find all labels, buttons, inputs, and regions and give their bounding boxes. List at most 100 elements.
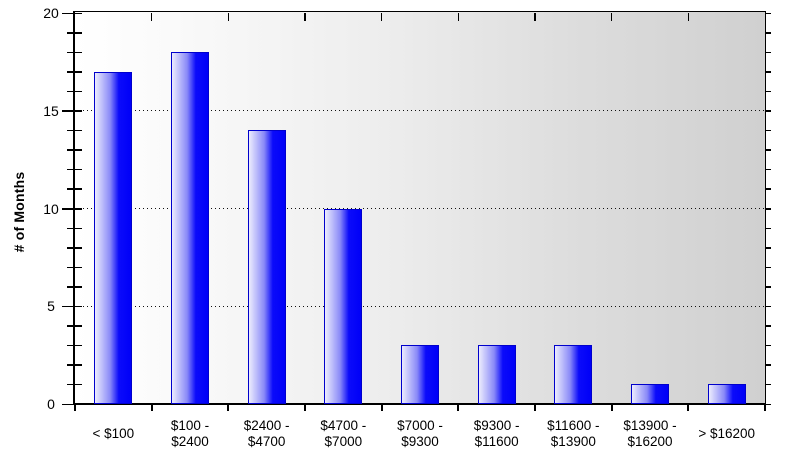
top-tick (687, 13, 690, 21)
right-tick (765, 12, 771, 14)
y-tick-label: 5 (47, 298, 55, 315)
y-major-tick (62, 208, 82, 210)
x-tick (74, 404, 76, 411)
bar (401, 345, 439, 404)
right-tick (765, 305, 771, 308)
x-tick (304, 404, 306, 411)
right-tick (765, 168, 771, 171)
y-minor-tick (67, 71, 82, 73)
y-minor-tick (67, 227, 82, 230)
top-tick (534, 13, 536, 21)
x-tick-label-line: $11600 (474, 434, 519, 449)
right-tick (765, 110, 771, 112)
x-tick-label: < $100 (67, 411, 159, 457)
right-tick (765, 383, 771, 386)
x-tick-label-line: $13900 - (623, 418, 677, 433)
x-tick-label-line: > $16200 (698, 426, 755, 441)
y-minor-tick (67, 383, 82, 386)
right-tick (765, 129, 771, 132)
gridline (75, 110, 765, 112)
right-tick (765, 71, 771, 73)
x-tick-label-line: $7000 (324, 434, 363, 449)
x-tick-label: $9300 - $11600 (451, 411, 543, 457)
x-tick (227, 404, 230, 411)
x-tick (150, 404, 153, 411)
x-tick (380, 404, 383, 411)
right-tick (765, 364, 771, 366)
gridline (75, 208, 765, 209)
right-tick (765, 344, 771, 347)
bar (94, 71, 133, 404)
x-tick-label: > $16200 (681, 411, 773, 457)
y-minor-tick (67, 149, 82, 151)
y-major-tick (62, 305, 82, 308)
right-tick (765, 188, 771, 190)
x-tick-label: $2400 - $4700 (221, 411, 313, 457)
x-tick (610, 404, 613, 411)
right-tick (765, 227, 771, 230)
y-minor-tick (67, 129, 82, 132)
right-tick (765, 149, 771, 151)
right-tick (765, 403, 771, 405)
right-tick (765, 325, 771, 327)
y-minor-tick (67, 266, 82, 269)
right-tick (765, 247, 771, 249)
x-tick-label: $7000 - $9300 (374, 411, 466, 457)
y-minor-tick (67, 32, 82, 34)
x-tick (457, 404, 460, 411)
x-tick-label-line: $11600 - (547, 418, 600, 433)
y-tick-label: 20 (43, 5, 59, 21)
x-tick-label-line: $9300 - (473, 418, 520, 433)
x-tick-label-line: $100 - (170, 418, 210, 433)
y-minor-tick (67, 286, 82, 288)
bar (707, 384, 746, 404)
x-tick-label-line: $13900 (550, 434, 596, 449)
bar (631, 384, 669, 404)
right-tick (765, 90, 771, 93)
x-tick-label-line: $4700 - (320, 418, 367, 433)
y-minor-tick (67, 168, 82, 171)
x-tick (764, 404, 766, 411)
right-tick (765, 266, 771, 269)
y-minor-tick (67, 188, 82, 190)
x-tick-label: $11600 - $13900 (527, 411, 619, 457)
right-tick (765, 32, 771, 34)
y-major-tick (62, 110, 82, 112)
y-tick-label: 15 (43, 102, 59, 119)
right-tick (765, 51, 771, 54)
bar (171, 52, 209, 404)
y-minor-tick (67, 364, 82, 366)
bar (324, 208, 363, 404)
top-tick (610, 13, 613, 21)
bar (554, 345, 593, 404)
top-tick (304, 13, 306, 21)
right-tick (765, 286, 771, 288)
x-tick-label-line: $4700 (247, 434, 286, 449)
y-minor-tick (67, 51, 82, 54)
top-tick (150, 13, 153, 21)
y-axis-title: # of Months (11, 171, 27, 253)
y-minor-tick (67, 344, 82, 347)
y-tick-label: 10 (43, 200, 59, 217)
y-major-tick (62, 12, 82, 14)
right-tick (765, 208, 771, 210)
bar (247, 130, 286, 404)
y-major-tick (62, 403, 82, 405)
x-tick (687, 404, 690, 411)
x-tick-label-line: < $100 (92, 426, 135, 441)
y-minor-tick (67, 90, 82, 93)
x-tick-label: $4700 - $7000 (297, 411, 389, 457)
gridline (75, 305, 765, 307)
x-tick-label: $100 - $2400 (144, 411, 236, 457)
x-tick-label: $13900 - $16200 (604, 411, 696, 457)
y-minor-tick (67, 325, 82, 327)
bar (477, 345, 516, 404)
x-tick-label-line: $2400 (171, 434, 209, 449)
y-minor-tick (67, 247, 82, 249)
x-tick-label-line: $7000 - (397, 418, 443, 433)
y-tick-label: 0 (47, 396, 55, 412)
top-tick (457, 13, 460, 21)
x-tick-label-line: $9300 (401, 434, 439, 449)
top-tick (380, 13, 383, 21)
